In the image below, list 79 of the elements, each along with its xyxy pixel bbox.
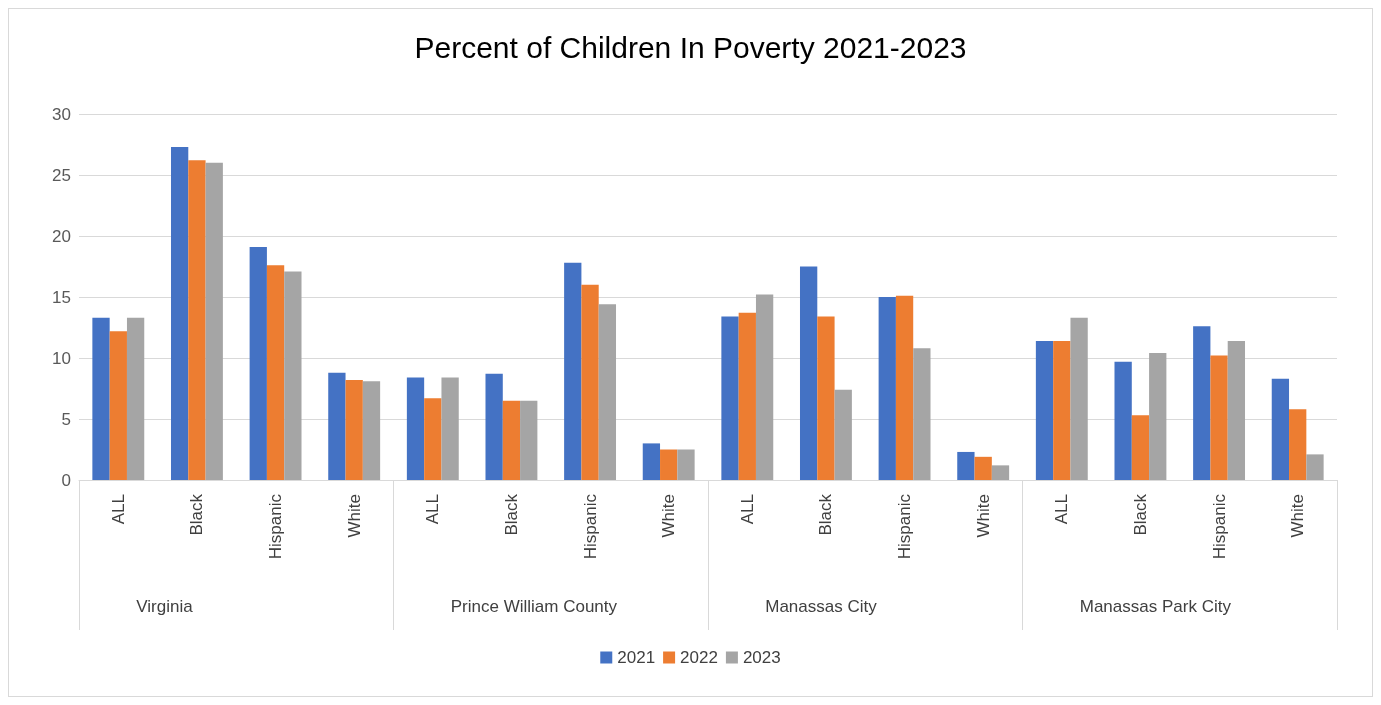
x-tick-label: Black — [816, 493, 836, 536]
bar — [895, 295, 914, 480]
bar — [502, 400, 521, 480]
bar — [799, 266, 818, 480]
y-tick-label: 20 — [52, 226, 71, 246]
bar — [1114, 361, 1132, 480]
bar — [406, 377, 425, 480]
text: Prince William County — [450, 597, 618, 616]
bar — [424, 398, 442, 480]
bar — [755, 294, 774, 480]
bar — [878, 297, 896, 480]
bar — [642, 443, 661, 480]
bar — [1271, 378, 1290, 480]
bar — [170, 146, 189, 480]
bar — [913, 348, 931, 480]
bar — [1227, 340, 1246, 480]
bar — [677, 449, 695, 480]
x-tick-label: Hispanic — [266, 493, 286, 560]
y-tick-label: 25 — [52, 165, 71, 185]
x-tick-label: White — [973, 494, 993, 538]
bar — [92, 317, 110, 480]
bar — [1289, 409, 1307, 480]
x-tick-label: Hispanic — [580, 493, 600, 560]
x-tick-label: Hispanic — [1209, 493, 1229, 560]
x-tick-label: ALL — [423, 494, 443, 525]
x-tick-label: White — [659, 494, 679, 538]
bar — [345, 379, 363, 480]
bar — [1210, 355, 1228, 480]
bar — [1193, 326, 1211, 480]
bar — [362, 381, 381, 480]
bar — [738, 312, 756, 480]
text: Manassas Park City — [1079, 597, 1232, 616]
bar — [126, 317, 145, 480]
x-tick-label: Black — [1130, 493, 1150, 536]
bar — [817, 316, 835, 480]
bar — [1131, 415, 1150, 480]
bar — [1149, 353, 1167, 480]
y-tick-label: 30 — [52, 104, 71, 124]
x-tick-label: Black — [501, 493, 521, 536]
chart-title: Percent of Children In Poverty 2021-2023 — [414, 30, 967, 64]
y-tick-label: 15 — [52, 287, 71, 307]
bar — [1070, 317, 1088, 480]
bar — [441, 377, 459, 480]
x-tick-label: ALL — [1052, 494, 1072, 525]
bar — [485, 373, 503, 480]
bar — [109, 331, 127, 480]
y-tick-label: 5 — [61, 409, 71, 429]
bar — [598, 304, 617, 480]
y-tick-label: 0 — [61, 470, 71, 490]
bar — [660, 449, 678, 480]
legend-label: 2022 — [680, 648, 718, 667]
x-tick-label: Hispanic — [895, 493, 915, 560]
x-tick-label: ALL — [108, 494, 128, 525]
bar — [328, 372, 346, 480]
x-tick-label: ALL — [737, 494, 757, 525]
bar — [188, 160, 206, 480]
bar — [205, 162, 223, 480]
bar — [520, 400, 538, 480]
bar — [1035, 340, 1054, 480]
bar — [834, 389, 852, 480]
text: Manassas City — [765, 597, 878, 616]
x-tick-label: White — [1288, 494, 1308, 538]
bar — [1053, 340, 1071, 480]
bar — [974, 456, 992, 480]
bar — [284, 271, 302, 480]
bar — [957, 451, 975, 480]
text: Virginia — [136, 597, 194, 616]
legend-label: 2023 — [742, 648, 781, 667]
bar — [721, 316, 739, 480]
bar — [991, 465, 1010, 480]
bar — [581, 284, 599, 480]
legend-label: 2021 — [617, 648, 656, 667]
bar — [564, 262, 582, 480]
x-tick-label: White — [344, 494, 364, 538]
bar — [266, 265, 285, 480]
bar — [1306, 454, 1324, 480]
bar — [249, 246, 267, 480]
y-tick-label: 10 — [52, 348, 71, 368]
x-tick-label: Black — [187, 493, 207, 536]
